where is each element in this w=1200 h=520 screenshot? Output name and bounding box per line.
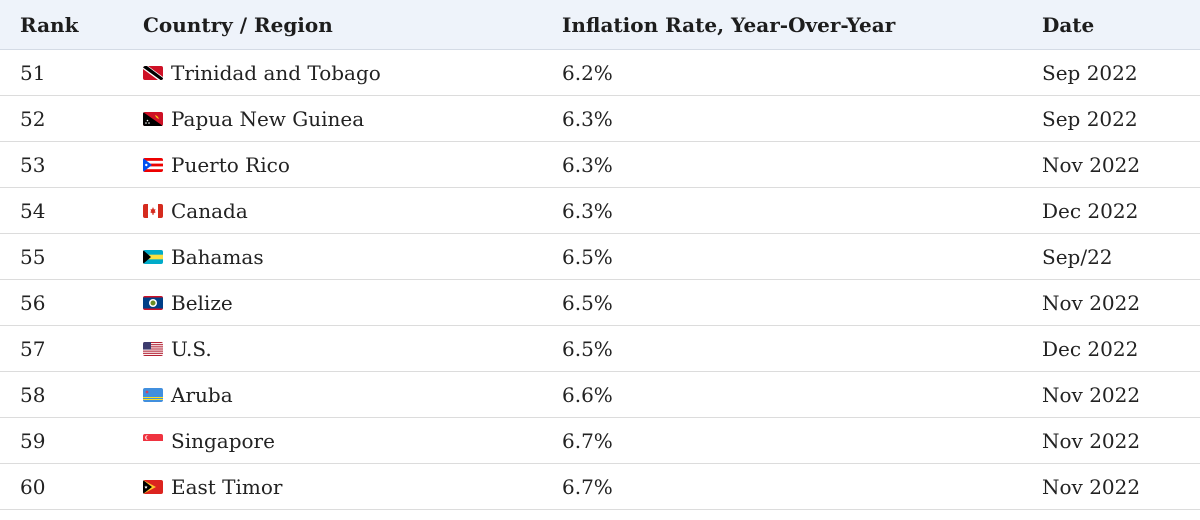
inflation-rate-cell: 6.6%	[562, 382, 613, 407]
table-row: 59 Singapore 6.7% Nov 2022	[0, 418, 1200, 464]
rank-cell: 56	[20, 290, 46, 315]
table-row: 55 Bahamas 6.5% Sep/22	[0, 234, 1200, 280]
date-cell: Sep/22	[1042, 244, 1113, 269]
country-cell: Canada	[143, 199, 562, 223]
country-cell: Singapore	[143, 429, 562, 453]
inflation-rate-cell: 6.7%	[562, 428, 613, 453]
date-cell: Nov 2022	[1042, 474, 1141, 499]
country-name[interactable]: Bahamas	[171, 244, 264, 269]
inflation-rate-cell: 6.3%	[562, 106, 613, 131]
country-name[interactable]: Canada	[171, 198, 248, 223]
table-row: 60 East Timor 6.7% Nov 2022	[0, 464, 1200, 510]
date-cell: Nov 2022	[1042, 382, 1141, 407]
rank-cell: 60	[20, 474, 46, 499]
country-name[interactable]: Trinidad and Tobago	[171, 60, 381, 85]
inflation-rate-cell: 6.3%	[562, 198, 613, 223]
country-name[interactable]: Belize	[171, 290, 233, 315]
country-name[interactable]: Aruba	[171, 382, 233, 407]
table-header-row: Rank Country / Region Inflation Rate, Ye…	[0, 0, 1200, 50]
header-inflation-rate[interactable]: Inflation Rate, Year-Over-Year	[562, 12, 896, 37]
country-cell: Trinidad and Tobago	[143, 61, 562, 85]
country-cell: Bahamas	[143, 245, 562, 269]
country-cell: Puerto Rico	[143, 153, 562, 177]
date-cell: Dec 2022	[1042, 336, 1139, 361]
table-row: 51 Trinidad and Tobago 6.2% Sep 2022	[0, 50, 1200, 96]
date-cell: Nov 2022	[1042, 152, 1141, 177]
table-row: 54 Canada 6.3% Dec 2022	[0, 188, 1200, 234]
rank-cell: 54	[20, 198, 46, 223]
country-name[interactable]: Puerto Rico	[171, 152, 290, 177]
papua-new-guinea-flag-icon	[143, 111, 163, 126]
table-row: 52 Papua New Guinea 6.3% Sep 2022	[0, 96, 1200, 142]
header-date[interactable]: Date	[1042, 12, 1095, 37]
rank-cell: 51	[20, 60, 46, 85]
country-name[interactable]: East Timor	[171, 474, 283, 499]
header-country[interactable]: Country / Region	[143, 12, 333, 37]
table-row: 53 Puerto Rico 6.3% Nov 2022	[0, 142, 1200, 188]
inflation-rate-cell: 6.5%	[562, 244, 613, 269]
rank-cell: 53	[20, 152, 46, 177]
country-cell: East Timor	[143, 475, 562, 499]
inflation-rate-cell: 6.2%	[562, 60, 613, 85]
country-cell: Papua New Guinea	[143, 107, 562, 131]
rank-cell: 59	[20, 428, 46, 453]
inflation-rate-cell: 6.7%	[562, 474, 613, 499]
trinidad-and-tobago-flag-icon	[143, 65, 163, 80]
inflation-rate-cell: 6.5%	[562, 290, 613, 315]
rank-cell: 52	[20, 106, 46, 131]
rank-cell: 55	[20, 244, 46, 269]
date-cell: Sep 2022	[1042, 106, 1138, 131]
table-row: 58 Aruba 6.6% Nov 2022	[0, 372, 1200, 418]
table-row: 57 U.S. 6.5% Dec 2022	[0, 326, 1200, 372]
header-rank[interactable]: Rank	[20, 12, 79, 37]
puerto-rico-flag-icon	[143, 157, 163, 172]
date-cell: Dec 2022	[1042, 198, 1139, 223]
belize-flag-icon	[143, 295, 163, 310]
us-flag-icon	[143, 341, 163, 356]
date-cell: Nov 2022	[1042, 290, 1141, 315]
canada-flag-icon	[143, 203, 163, 218]
east-timor-flag-icon	[143, 479, 163, 494]
rank-cell: 58	[20, 382, 46, 407]
date-cell: Nov 2022	[1042, 428, 1141, 453]
singapore-flag-icon	[143, 433, 163, 448]
inflation-rate-cell: 6.5%	[562, 336, 613, 361]
country-cell: Belize	[143, 291, 562, 315]
country-cell: U.S.	[143, 337, 562, 361]
bahamas-flag-icon	[143, 249, 163, 264]
table-row: 56 Belize 6.5% Nov 2022	[0, 280, 1200, 326]
country-name[interactable]: U.S.	[171, 336, 212, 361]
country-name[interactable]: Singapore	[171, 428, 275, 453]
inflation-rate-cell: 6.3%	[562, 152, 613, 177]
country-cell: Aruba	[143, 383, 562, 407]
country-name[interactable]: Papua New Guinea	[171, 106, 365, 131]
date-cell: Sep 2022	[1042, 60, 1138, 85]
rank-cell: 57	[20, 336, 46, 361]
aruba-flag-icon	[143, 387, 163, 402]
